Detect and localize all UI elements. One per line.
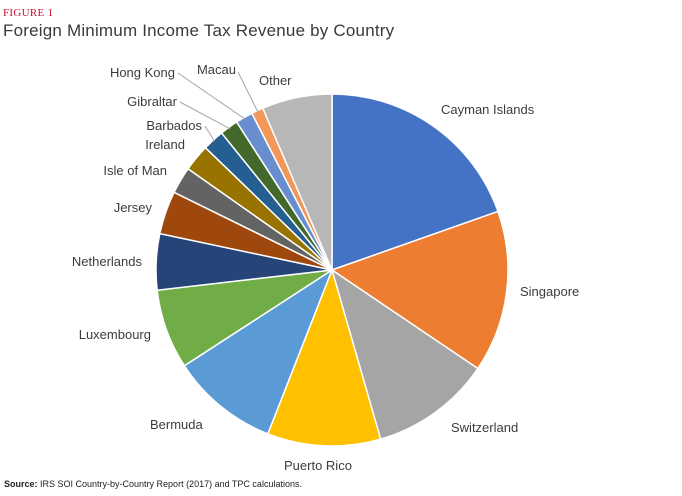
source-note: Source: IRS SOI Country-by-Country Repor… (4, 479, 302, 489)
slice-label-luxembourg: Luxembourg (79, 327, 151, 342)
slice-label-puerto-rico: Puerto Rico (284, 458, 352, 470)
slice-label-singapore: Singapore (520, 284, 579, 299)
slice-label-other: Other (259, 73, 292, 88)
slice-label-switzerland: Switzerland (451, 420, 518, 435)
pie-slice-switzerland (330, 268, 479, 441)
slice-label-netherlands: Netherlands (72, 254, 143, 269)
slice-label-hong-kong: Hong Kong (110, 65, 175, 80)
pie-chart: Cayman Islands Singapore Switzerland Puerto… (72, 62, 579, 470)
chart-title: Foreign Minimum Income Tax Revenue by Co… (3, 21, 395, 40)
slice-label-macau: Macau (197, 62, 236, 77)
slice-label-gibraltar: Gibraltar (127, 94, 178, 109)
source-label: Source: (4, 479, 38, 489)
slice-label-jersey: Jersey (114, 200, 153, 215)
slice-labels: Cayman Islands Singapore Switzerland Puerto… (72, 62, 579, 470)
slice-label-bermuda: Bermuda (150, 417, 204, 432)
figure-label: FIGURE 1 (3, 7, 54, 19)
pie-slice-singapore (330, 210, 509, 370)
slice-label-isle-of-man: Isle of Man (103, 163, 167, 178)
pie-slice-puerto-rico (266, 267, 382, 447)
pie-slices (155, 93, 509, 447)
leader-line-gibraltar (179, 101, 231, 130)
leader-line-macau (237, 71, 259, 113)
slice-label-barbados: Barbados (146, 118, 202, 133)
slice-label-ireland: Ireland (145, 137, 185, 152)
pie-slice-other (261, 93, 333, 271)
leader-lines (177, 71, 259, 142)
source-text: IRS SOI Country-by-Country Report (2017)… (37, 479, 302, 489)
pie-slice-bermuda (183, 268, 334, 435)
leader-line-barbados (204, 125, 216, 142)
slice-label-cayman-islands: Cayman Islands (441, 102, 535, 117)
leader-line-hong-kong (177, 72, 246, 120)
